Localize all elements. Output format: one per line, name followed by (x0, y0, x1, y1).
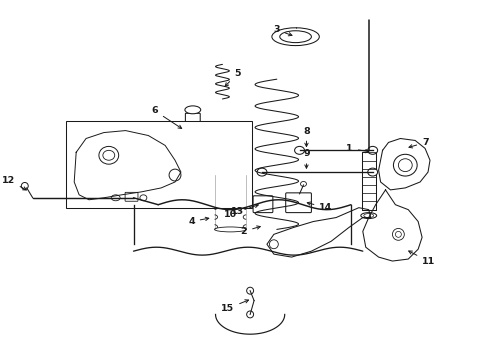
Ellipse shape (140, 195, 147, 201)
Ellipse shape (103, 150, 115, 160)
Ellipse shape (368, 147, 378, 154)
Ellipse shape (22, 183, 28, 189)
Ellipse shape (270, 240, 278, 249)
FancyBboxPatch shape (179, 123, 207, 154)
Text: 14: 14 (307, 202, 333, 212)
Ellipse shape (185, 106, 201, 114)
Text: 12: 12 (1, 176, 26, 190)
Ellipse shape (215, 172, 246, 177)
Text: 1: 1 (346, 144, 369, 153)
Text: 8: 8 (303, 126, 310, 147)
Ellipse shape (398, 159, 412, 172)
Ellipse shape (294, 147, 304, 154)
Text: 6: 6 (151, 106, 182, 129)
Ellipse shape (215, 227, 246, 232)
Bar (66, 121, 252, 208)
Text: 13: 13 (231, 204, 258, 216)
Ellipse shape (300, 181, 306, 186)
Ellipse shape (99, 147, 119, 164)
Ellipse shape (280, 31, 312, 42)
FancyBboxPatch shape (125, 192, 138, 201)
Text: 7: 7 (409, 138, 429, 148)
Ellipse shape (169, 169, 181, 181)
FancyBboxPatch shape (253, 196, 273, 213)
Ellipse shape (257, 168, 267, 176)
Text: 10: 10 (224, 210, 237, 219)
FancyBboxPatch shape (172, 153, 213, 161)
Ellipse shape (246, 287, 254, 294)
FancyBboxPatch shape (185, 113, 200, 124)
Ellipse shape (111, 195, 120, 201)
Ellipse shape (361, 213, 377, 219)
Ellipse shape (272, 28, 319, 46)
Ellipse shape (393, 154, 417, 176)
Text: 4: 4 (188, 217, 209, 226)
Ellipse shape (246, 311, 254, 318)
FancyBboxPatch shape (286, 193, 312, 213)
Text: 2: 2 (241, 226, 260, 236)
Text: 9: 9 (303, 149, 310, 168)
Text: 5: 5 (225, 69, 241, 86)
Ellipse shape (368, 168, 378, 176)
Text: 15: 15 (221, 300, 248, 313)
Bar (362, 152, 376, 210)
Ellipse shape (392, 229, 404, 240)
Text: 11: 11 (409, 251, 435, 266)
Text: 3: 3 (273, 25, 292, 36)
